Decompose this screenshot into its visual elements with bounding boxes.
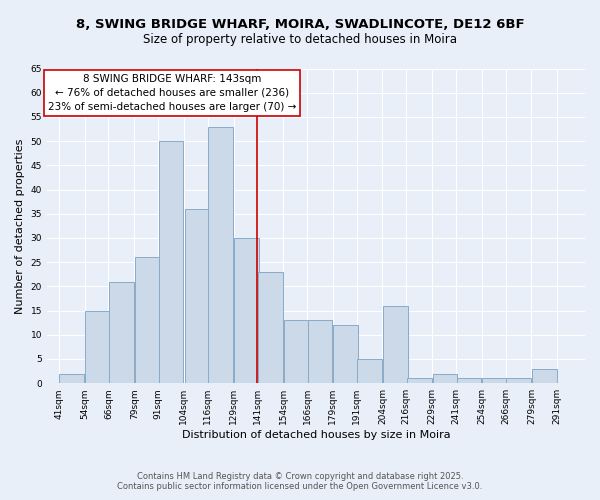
Text: Size of property relative to detached houses in Moira: Size of property relative to detached ho… [143, 32, 457, 46]
Bar [407, 378, 431, 383]
Bar [532, 368, 557, 383]
Text: Contains HM Land Registry data © Crown copyright and database right 2025.: Contains HM Land Registry data © Crown c… [137, 472, 463, 481]
Bar [258, 272, 283, 383]
Bar [433, 374, 457, 383]
Bar [357, 359, 382, 383]
Bar [457, 378, 481, 383]
X-axis label: Distribution of detached houses by size in Moira: Distribution of detached houses by size … [182, 430, 450, 440]
Text: Contains public sector information licensed under the Open Government Licence v3: Contains public sector information licen… [118, 482, 482, 491]
Bar [85, 310, 110, 383]
Bar [506, 378, 531, 383]
Bar [234, 238, 259, 383]
Bar [59, 374, 84, 383]
Bar [135, 258, 160, 383]
Bar [334, 325, 358, 383]
Bar [482, 378, 507, 383]
Bar [159, 141, 184, 383]
Text: 8, SWING BRIDGE WHARF, MOIRA, SWADLINCOTE, DE12 6BF: 8, SWING BRIDGE WHARF, MOIRA, SWADLINCOT… [76, 18, 524, 30]
Y-axis label: Number of detached properties: Number of detached properties [15, 138, 25, 314]
Bar [208, 126, 233, 383]
Bar [308, 320, 332, 383]
Bar [284, 320, 308, 383]
Text: 8 SWING BRIDGE WHARF: 143sqm
← 76% of detached houses are smaller (236)
23% of s: 8 SWING BRIDGE WHARF: 143sqm ← 76% of de… [48, 74, 296, 112]
Bar [185, 209, 209, 383]
Bar [383, 306, 407, 383]
Bar [109, 282, 134, 383]
